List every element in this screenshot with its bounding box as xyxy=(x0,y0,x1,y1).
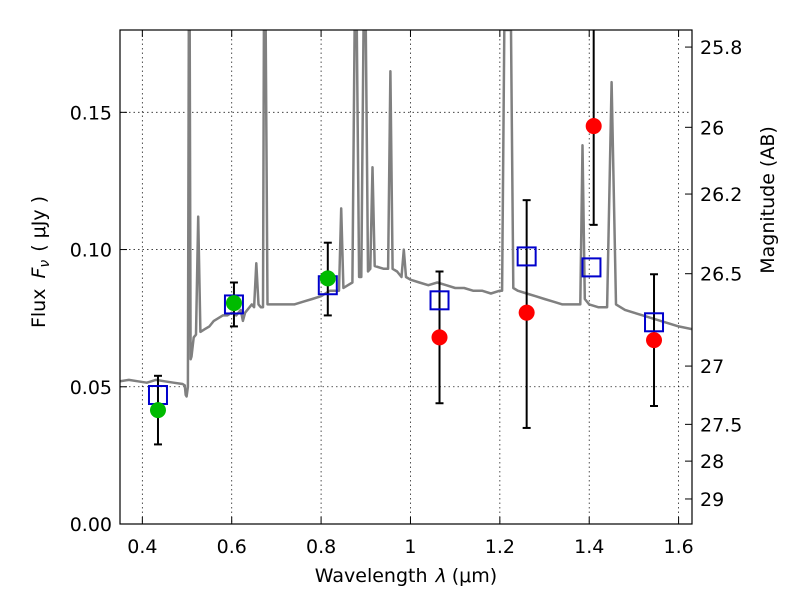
y2-tick-label: 27 xyxy=(700,356,724,378)
plot-frame xyxy=(119,29,693,525)
x-tick-label: 1.2 xyxy=(485,536,515,558)
y2-tick-label: 26.2 xyxy=(700,184,742,206)
observed-point-red xyxy=(646,332,663,349)
y-tick-label: 0.10 xyxy=(70,240,112,262)
x-tick-label: 1.6 xyxy=(663,536,693,558)
observed-point-green xyxy=(225,295,242,312)
y2-tick-label: 29 xyxy=(700,489,724,511)
x-tick-label: 0.8 xyxy=(306,536,336,558)
x-axis-title: Wavelength λ (μm) xyxy=(315,565,497,587)
model-photometry-square xyxy=(644,312,665,333)
y-tick-label: 0.15 xyxy=(70,102,112,124)
ticks: 0.4 0.6 0.8 1 1.2 1.4 1.6 0.00 0.05 0.10 0.15 25.8 2… xyxy=(70,30,742,558)
observed-point-green xyxy=(149,402,166,419)
x-tick-label: 0.4 xyxy=(127,536,157,558)
observed-point-red xyxy=(431,329,448,346)
model-photometry-square xyxy=(429,290,450,311)
y-axis-title: FluxFν( μJy ) xyxy=(28,196,53,328)
model-photometry-square xyxy=(516,246,537,267)
y2-tick-label: 26 xyxy=(700,117,724,139)
y2-tick-label: 25.8 xyxy=(700,37,742,59)
x-tick-label: 1.4 xyxy=(574,536,604,558)
model-sed-line xyxy=(120,30,692,398)
y2-axis-title: Magnitude (AB) xyxy=(757,126,779,274)
series-clip-group xyxy=(120,30,692,446)
y-tick-label: 0.00 xyxy=(70,514,112,536)
observed-point-green xyxy=(319,270,336,287)
x-tick-label: 0.6 xyxy=(217,536,247,558)
x-tick-label: 1 xyxy=(404,536,416,558)
y2-tick-label: 28 xyxy=(700,451,724,473)
observed-point-red xyxy=(585,118,602,135)
y-tick-label: 0.05 xyxy=(70,377,112,399)
y2-tick-label: 27.5 xyxy=(700,414,742,436)
y2-tick-label: 26.5 xyxy=(700,264,742,286)
series-layer xyxy=(120,30,692,446)
observed-point-red xyxy=(518,304,535,321)
model-photometry-square xyxy=(581,257,602,278)
